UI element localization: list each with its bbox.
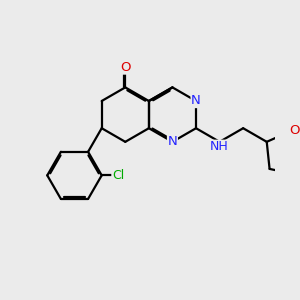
Text: Cl: Cl: [112, 169, 124, 182]
Text: NH: NH: [210, 140, 229, 153]
Text: O: O: [290, 124, 300, 137]
Text: O: O: [120, 61, 130, 74]
Text: N: N: [191, 94, 201, 107]
Text: N: N: [168, 135, 177, 148]
